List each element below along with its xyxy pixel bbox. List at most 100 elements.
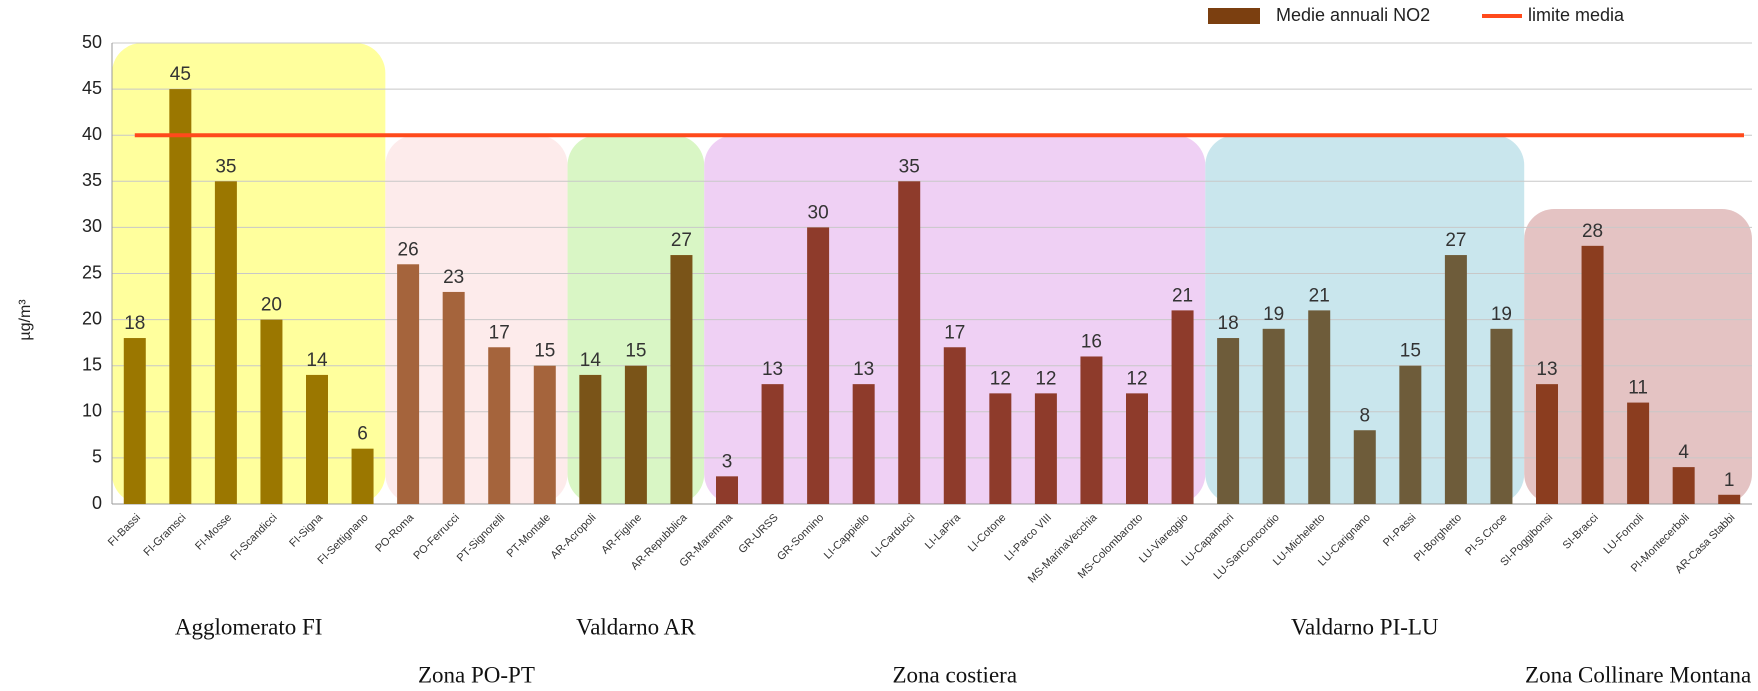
x-tick-label: PI-Passi: [1381, 512, 1418, 549]
bar: [351, 448, 374, 504]
y-tick-label: 0: [92, 493, 102, 513]
y-axis-label: µg/m³: [17, 299, 34, 341]
bar: [852, 384, 875, 504]
value-label: 15: [1400, 341, 1421, 362]
x-tick-label: PT-Signorelli: [455, 512, 508, 565]
bar: [1581, 245, 1604, 504]
bar: [1126, 393, 1148, 504]
value-label: 45: [170, 64, 191, 85]
value-label: 21: [1172, 285, 1193, 306]
bar: [1034, 393, 1057, 504]
x-tick-label: SI-Bracci: [1561, 512, 1601, 552]
bar: [1080, 356, 1103, 504]
bar: [1217, 338, 1240, 504]
y-tick-label: 15: [82, 354, 102, 374]
y-tick-label: 50: [82, 32, 102, 52]
value-label: 30: [808, 202, 829, 223]
value-label: 21: [1309, 285, 1330, 306]
value-label: 13: [762, 359, 783, 380]
x-tick-label: LI-Carducci: [869, 512, 917, 560]
x-tick-label: FI-Scandicci: [228, 512, 279, 563]
value-label: 6: [357, 424, 368, 445]
x-tick-label: PT-Montale: [505, 512, 553, 560]
value-label: 8: [1359, 405, 1370, 426]
bar: [1262, 328, 1285, 504]
x-tick-label: FI-Mosse: [193, 512, 234, 553]
bar: [807, 227, 830, 504]
x-tick-label: LI-LaPira: [923, 511, 964, 552]
bar: [488, 347, 511, 504]
bar: [1308, 310, 1331, 504]
y-tick-label: 35: [82, 170, 102, 190]
bar: [397, 264, 420, 504]
x-tick-label: FI-Signa: [287, 511, 326, 550]
value-label: 13: [1536, 359, 1557, 380]
zone-label: Valdarno AR: [576, 614, 696, 639]
value-label: 3: [722, 451, 733, 472]
x-tick-label: AR-Figline: [599, 512, 644, 557]
bar: [1399, 365, 1422, 504]
value-label: 16: [1081, 331, 1102, 352]
value-label: 28: [1582, 221, 1603, 242]
zone-label: Zona Collinare Montana: [1525, 662, 1751, 687]
bar: [260, 319, 283, 504]
bar: [1444, 255, 1467, 504]
legend-label: Medie annuali NO2: [1276, 5, 1430, 25]
bar: [716, 476, 738, 504]
bar: [306, 374, 328, 504]
zone-label: Zona PO-PT: [418, 662, 535, 687]
bar: [214, 181, 237, 505]
bar: [579, 374, 602, 504]
x-tick-label: LU-Fornoli: [1601, 512, 1646, 557]
y-tick-label: 10: [82, 401, 102, 421]
bar: [1627, 402, 1650, 504]
value-label: 17: [944, 322, 965, 343]
value-label: 19: [1263, 304, 1284, 325]
bar: [761, 384, 784, 504]
value-label: 17: [489, 322, 510, 343]
y-tick-label: 30: [82, 216, 102, 236]
value-label: 18: [124, 313, 145, 334]
legend-label: limite media: [1528, 5, 1625, 25]
bar: [624, 365, 647, 504]
bar: [169, 89, 192, 504]
bar: [989, 393, 1012, 504]
bar: [1490, 328, 1513, 504]
y-tick-label: 40: [82, 124, 102, 144]
x-tick-label: PI-Borghetto: [1412, 512, 1464, 564]
zone-label: Agglomerato FI: [175, 614, 323, 639]
value-label: 26: [398, 239, 419, 260]
y-tick-label: 20: [82, 308, 102, 328]
value-label: 23: [443, 267, 464, 288]
value-label: 4: [1678, 442, 1689, 463]
value-label: 14: [306, 350, 328, 371]
bar: [898, 181, 921, 505]
x-tick-label: PO-Ferrucci: [411, 512, 461, 562]
value-label: 12: [1035, 368, 1056, 389]
value-label: 12: [990, 368, 1011, 389]
value-label: 13: [853, 359, 874, 380]
bar: [1718, 494, 1741, 504]
x-tick-label: LI-Cotone: [966, 512, 1009, 555]
bar: [1536, 384, 1558, 504]
bar: [670, 255, 693, 504]
zone-label: Valdarno PI-LU: [1291, 614, 1439, 639]
bar: [533, 365, 556, 504]
bar: [943, 347, 966, 504]
value-label: 35: [215, 156, 236, 177]
x-tick-label: AR-Acropoli: [549, 512, 599, 562]
value-label: 15: [534, 341, 555, 362]
y-tick-label: 45: [82, 78, 102, 98]
value-label: 1: [1724, 470, 1735, 491]
value-label: 19: [1491, 304, 1512, 325]
x-tick-label: PI-S.Croce: [1463, 512, 1510, 559]
y-tick-label: 5: [92, 447, 102, 467]
bar: [1171, 310, 1194, 504]
bar: [1353, 430, 1376, 504]
value-label: 18: [1218, 313, 1239, 334]
value-label: 15: [625, 341, 646, 362]
x-tick-label: GR-Sonnino: [775, 512, 826, 563]
value-label: 12: [1126, 368, 1147, 389]
x-tick-label: LI-Cappiello: [822, 512, 872, 562]
